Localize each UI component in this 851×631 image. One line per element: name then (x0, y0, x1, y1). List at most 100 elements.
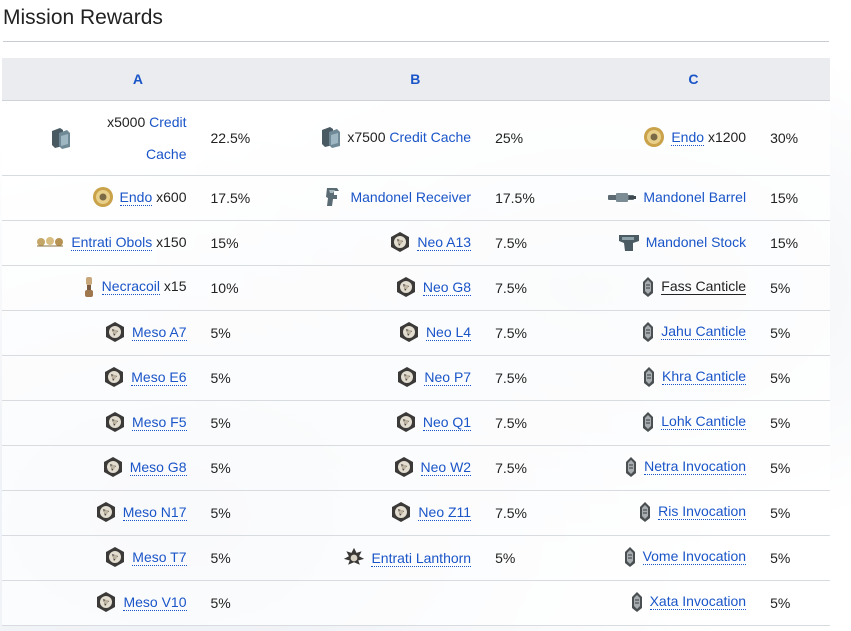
reward-item-cell: Netra Invocation (556, 445, 759, 491)
reward-quantity: x600 (156, 188, 187, 205)
reward-link-meso-n17[interactable]: Meso N17 (122, 503, 187, 521)
drop-chance: 7.5% (483, 310, 557, 356)
relic-icon (95, 591, 117, 613)
relic-icon (396, 366, 418, 388)
reward-link-khra-canticle[interactable]: Khra Canticle (662, 367, 747, 385)
table-row: Necracoil x15 10% Neo G8 7.5% Fass Canticle 5… (2, 265, 830, 311)
reward-link-meso-t7[interactable]: Meso T7 (132, 548, 187, 566)
obols-icon (35, 235, 65, 249)
drop-chance: 30% (758, 100, 830, 176)
reward-link-necracoil[interactable]: Necracoil (101, 277, 161, 295)
drop-chance: 5% (483, 535, 557, 581)
reward-item-cell: Necracoil x15 (2, 265, 199, 311)
reward-link-neo-l4[interactable]: Neo L4 (425, 323, 472, 341)
canticle-icon (624, 456, 638, 477)
reward-item-cell: Xata Invocation (556, 580, 759, 626)
reward-item-cell: Lohk Canticle (556, 400, 759, 446)
reward-link-credit-cache[interactable]: Credit Cache (146, 114, 187, 162)
reward-link-credit-cache[interactable]: Credit Cache (389, 128, 472, 145)
reward-link-vome-invocation[interactable]: Vome Invocation (642, 547, 747, 565)
relic-icon (393, 456, 415, 478)
reward-link-mandonel-barrel[interactable]: Mandonel Barrel (643, 189, 747, 205)
reward-item-cell: x7500 Credit Cache (273, 100, 484, 176)
reward-item-cell: Mandonel Barrel (556, 175, 759, 221)
reward-link-meso-e6[interactable]: Meso E6 (131, 368, 187, 386)
reward-quantity: x5000 (107, 114, 146, 130)
reward-link-lohk-canticle[interactable]: Lohk Canticle (661, 412, 747, 430)
reward-link-meso-g8[interactable]: Meso G8 (129, 458, 187, 476)
reward-item-cell: Meso V10 (2, 580, 199, 626)
reward-item-cell: Khra Canticle (556, 355, 759, 401)
reward-link-mandonel-stock[interactable]: Mandonel Stock (645, 233, 747, 250)
drop-chance: 22.5% (198, 100, 274, 176)
reward-item-cell: Endo x600 (2, 175, 199, 221)
reward-link-ris-invocation[interactable]: Ris Invocation (658, 502, 747, 520)
reward-link-entrati-lanthorn[interactable]: Entrati Lanthorn (371, 550, 472, 567)
lanthorn-icon (343, 547, 365, 569)
reward-link-neo-p7[interactable]: Neo P7 (424, 368, 472, 386)
reward-link-neo-w2[interactable]: Neo W2 (420, 458, 472, 476)
table-row: Meso A7 5% Neo L4 7.5% Jahu Canticle 5% (2, 310, 830, 356)
reward-item-cell (273, 580, 484, 626)
canticle-icon (638, 501, 652, 522)
table-row: Entrati Obols x150 15% Neo A13 7.5% Mandonel… (2, 220, 830, 266)
reward-link-entrati-obols[interactable]: Entrati Obols (71, 234, 153, 251)
reward-item-cell: Neo G8 (273, 265, 484, 311)
section-heading: Mission Rewards (3, 6, 163, 29)
reward-item-cell: Ris Invocation (556, 490, 759, 536)
drop-chance: 5% (198, 490, 274, 536)
drop-chance: 5% (758, 310, 830, 356)
barrel-icon (607, 190, 637, 204)
drop-chance: 5% (198, 580, 274, 626)
reward-item-cell: Neo P7 (273, 355, 484, 401)
reward-link-neo-q1[interactable]: Neo Q1 (422, 413, 472, 431)
reward-link-meso-a7[interactable]: Meso A7 (132, 323, 187, 341)
reward-link-netra-invocation[interactable]: Netra Invocation (644, 457, 747, 475)
reward-link-neo-g8[interactable]: Neo G8 (422, 278, 472, 296)
relic-icon (390, 501, 412, 523)
reward-link-xata-invocation[interactable]: Xata Invocation (649, 592, 747, 610)
reward-item-cell: Neo W2 (273, 445, 484, 491)
reward-link-meso-v10[interactable]: Meso V10 (123, 593, 187, 611)
drop-chance: 7.5% (483, 400, 557, 446)
reward-quantity: x1200 (707, 128, 747, 145)
reward-link-meso-f5[interactable]: Meso F5 (132, 413, 187, 431)
reward-link-neo-z11[interactable]: Neo Z11 (418, 503, 472, 521)
relic-icon (95, 501, 117, 523)
drop-chance: 17.5% (198, 175, 274, 221)
reward-item-cell: Endo x1200 (556, 100, 759, 176)
reward-link-jahu-canticle[interactable]: Jahu Canticle (661, 322, 747, 340)
reward-item-cell: Neo Z11 (273, 490, 484, 536)
drop-chance: 17.5% (483, 175, 557, 221)
drop-chance: 5% (198, 355, 274, 401)
table-row: Meso G8 5% Neo W2 7.5% Netra Invocation 5% (2, 445, 830, 491)
relic-icon (389, 231, 411, 253)
relic-icon (102, 456, 124, 478)
reward-link-endo[interactable]: Endo (671, 128, 705, 146)
drop-chance: 7.5% (483, 445, 557, 491)
table-row: x5000 Credit Cache 22.5% x7500 Credit Cach… (2, 100, 830, 176)
reward-item-cell: Entrati Lanthorn (273, 535, 484, 581)
reward-item-cell: Meso E6 (2, 355, 199, 401)
drop-chance: 15% (758, 220, 830, 266)
reward-link-neo-a13[interactable]: Neo A13 (417, 233, 472, 251)
reward-link-mandonel-receiver[interactable]: Mandonel Receiver (350, 188, 472, 205)
reward-link-fass-canticle[interactable]: Fass Canticle (661, 277, 747, 295)
reward-item-cell: Meso N17 (2, 490, 199, 536)
rewards-table: A B C x5000 Credit Cache 22.5% x7500 Credi… (2, 58, 830, 626)
drop-chance: 5% (198, 310, 274, 356)
drop-chance: 15% (198, 220, 274, 266)
endo-icon (92, 186, 114, 208)
reward-quantity: x150 (156, 234, 187, 250)
drop-chance: 10% (198, 265, 274, 311)
drop-chance: 15% (758, 175, 830, 221)
reward-item-cell: Neo A13 (273, 220, 484, 266)
necracoil-icon (82, 276, 96, 297)
reward-item-cell: Entrati Obols x150 (2, 220, 199, 266)
drop-chance: 5% (758, 445, 830, 491)
drop-chance: 7.5% (483, 490, 557, 536)
reward-quantity: x7500 (347, 128, 386, 145)
table-row: Meso N17 5% Neo Z11 7.5% Ris Invocation 5% (2, 490, 830, 536)
relic-icon (395, 411, 417, 433)
reward-link-endo[interactable]: Endo (119, 188, 153, 206)
